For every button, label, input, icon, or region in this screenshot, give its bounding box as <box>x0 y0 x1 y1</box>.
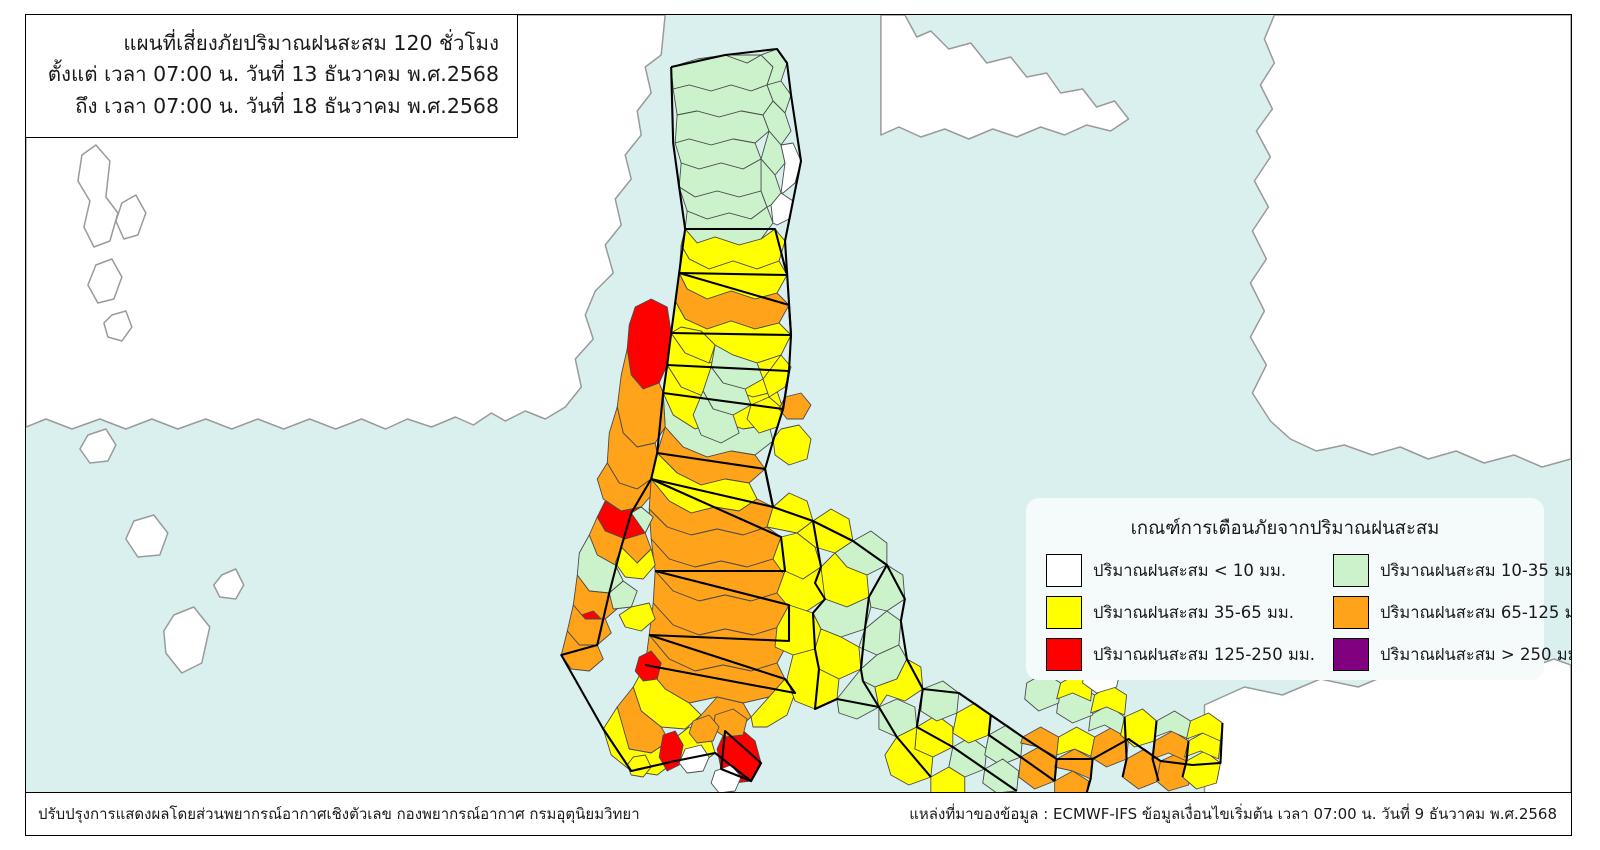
legend-label-gt-250: ปริมาณฝนสะสม > 250 มม. <box>1380 644 1571 664</box>
map-canvas: .nb{fill:#ffffff;stroke:#9a9a9a;stroke-w… <box>26 15 1571 794</box>
title-line-2: ตั้งแต่ เวลา 07:00 น. วันที่ 13 ธันวาคม … <box>47 62 499 87</box>
thailand-districts <box>560 47 1224 794</box>
footer-bar: ปรับปรุงการแสดงผลโดยส่วนพยากรณ์อากาศเชิง… <box>26 792 1571 835</box>
legend-item-35-65: ปริมาณฝนสะสม 35-65 มม. <box>1046 596 1315 629</box>
legend-label-65-125: ปริมาณฝนสะสม 65-125 มม. <box>1380 602 1571 622</box>
title-card: แผนที่เสี่ยงภัยปริมาณฝนสะสม 120 ชั่วโมง … <box>26 15 518 138</box>
legend-swatch-125-250 <box>1046 638 1082 671</box>
legend-item-lt-10: ปริมาณฝนสะสม < 10 มม. <box>1046 554 1315 587</box>
province-boundaries <box>560 47 1224 794</box>
legend-swatch-lt-10 <box>1046 554 1082 587</box>
legend-item-gt-250: ปริมาณฝนสะสม > 250 มม. <box>1333 638 1571 671</box>
legend-item-10-35: ปริมาณฝนสะสม 10-35 มม. <box>1333 554 1571 587</box>
map-frame: .nb{fill:#ffffff;stroke:#9a9a9a;stroke-w… <box>25 14 1572 836</box>
title-line-1: แผนที่เสี่ยงภัยปริมาณฝนสะสม 120 ชั่วโมง <box>123 31 499 56</box>
legend-title: เกณฑ์การเตือนภัยจากปริมาณฝนสะสม <box>1130 518 1440 539</box>
legend-label-lt-10: ปริมาณฝนสะสม < 10 มม. <box>1093 560 1287 580</box>
legend-label-35-65: ปริมาณฝนสะสม 35-65 มม. <box>1093 602 1295 622</box>
legend-label-125-250: ปริมาณฝนสะสม 125-250 มม. <box>1093 644 1316 664</box>
legend-item-65-125: ปริมาณฝนสะสม 65-125 มม. <box>1333 596 1571 629</box>
legend-swatch-10-35 <box>1333 554 1370 587</box>
legend-panel: เกณฑ์การเตือนภัยจากปริมาณฝนสะสม ปริมาณฝน… <box>1026 498 1571 680</box>
footer-credit: ปรับปรุงการแสดงผลโดยส่วนพยากรณ์อากาศเชิง… <box>38 805 640 823</box>
legend-swatch-35-65 <box>1046 596 1082 629</box>
legend-items: ปริมาณฝนสะสม < 10 มม. ปริมาณฝนสะสม 10-35… <box>1046 554 1571 671</box>
legend-swatch-gt-250 <box>1333 638 1370 671</box>
legend-item-125-250: ปริมาณฝนสะสม 125-250 มม. <box>1046 638 1315 671</box>
title-line-3: ถึง เวลา 07:00 น. วันที่ 18 ธันวาคม พ.ศ.… <box>75 93 499 118</box>
legend-label-10-35: ปริมาณฝนสะสม 10-35 มม. <box>1380 560 1571 580</box>
legend-swatch-65-125 <box>1333 596 1370 629</box>
footer-source: แหล่งที่มาของข้อมูล : ECMWF-IFS ข้อมูลเง… <box>909 805 1557 823</box>
